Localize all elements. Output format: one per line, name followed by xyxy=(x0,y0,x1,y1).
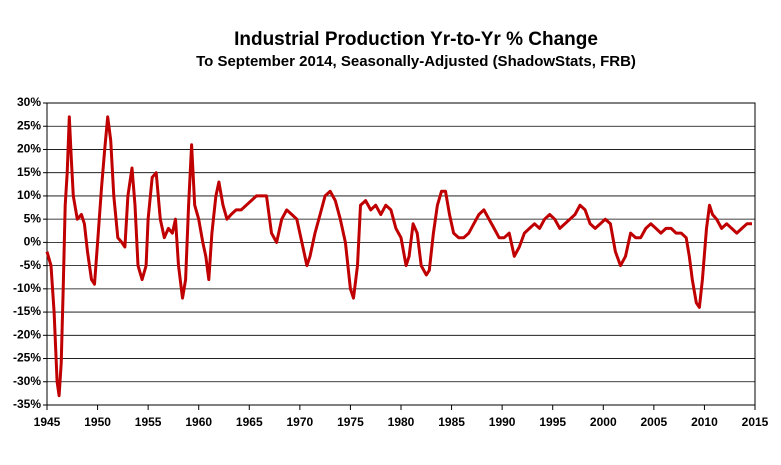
y-tick-label: -30% xyxy=(13,374,41,388)
y-tick-label: -15% xyxy=(13,304,41,318)
x-tick-label: 1975 xyxy=(337,415,364,429)
x-tick-label: 1960 xyxy=(185,415,212,429)
y-tick-label: -25% xyxy=(13,351,41,365)
data-line xyxy=(45,115,752,398)
x-tick-label: 2010 xyxy=(691,415,718,429)
y-tick-label: -20% xyxy=(13,327,41,341)
y-tick-label: 10% xyxy=(17,188,41,202)
x-tick-label: 1985 xyxy=(438,415,465,429)
chart-subtitle: To September 2014, Seasonally-Adjusted (… xyxy=(196,53,636,70)
x-tick-label: 1980 xyxy=(388,415,415,429)
x-tick-label: 1945 xyxy=(34,415,61,429)
chart-title: Industrial Production Yr-to-Yr % Change xyxy=(234,29,598,50)
x-tick-label: 1970 xyxy=(287,415,314,429)
x-tick-label: 1995 xyxy=(539,415,566,429)
x-tick-label: 1950 xyxy=(84,415,111,429)
y-tick-label: 30% xyxy=(17,95,41,109)
y-tick-label: -35% xyxy=(13,397,41,411)
y-tick-label: 0% xyxy=(24,235,42,249)
x-tick-label: 1965 xyxy=(236,415,263,429)
x-tick-label: 2005 xyxy=(641,415,668,429)
y-tick-label: 5% xyxy=(24,211,42,225)
x-tick-label: 1955 xyxy=(135,415,162,429)
x-tick-label: 2015 xyxy=(742,415,769,429)
y-tick-label: 20% xyxy=(17,142,41,156)
x-tick-label: 1990 xyxy=(489,415,516,429)
x-tick-label: 2000 xyxy=(590,415,617,429)
y-tick-label: -5% xyxy=(20,258,42,272)
y-tick-label: 25% xyxy=(17,118,41,132)
y-tick-label: -10% xyxy=(13,281,41,295)
y-tick-label: 15% xyxy=(17,165,41,179)
